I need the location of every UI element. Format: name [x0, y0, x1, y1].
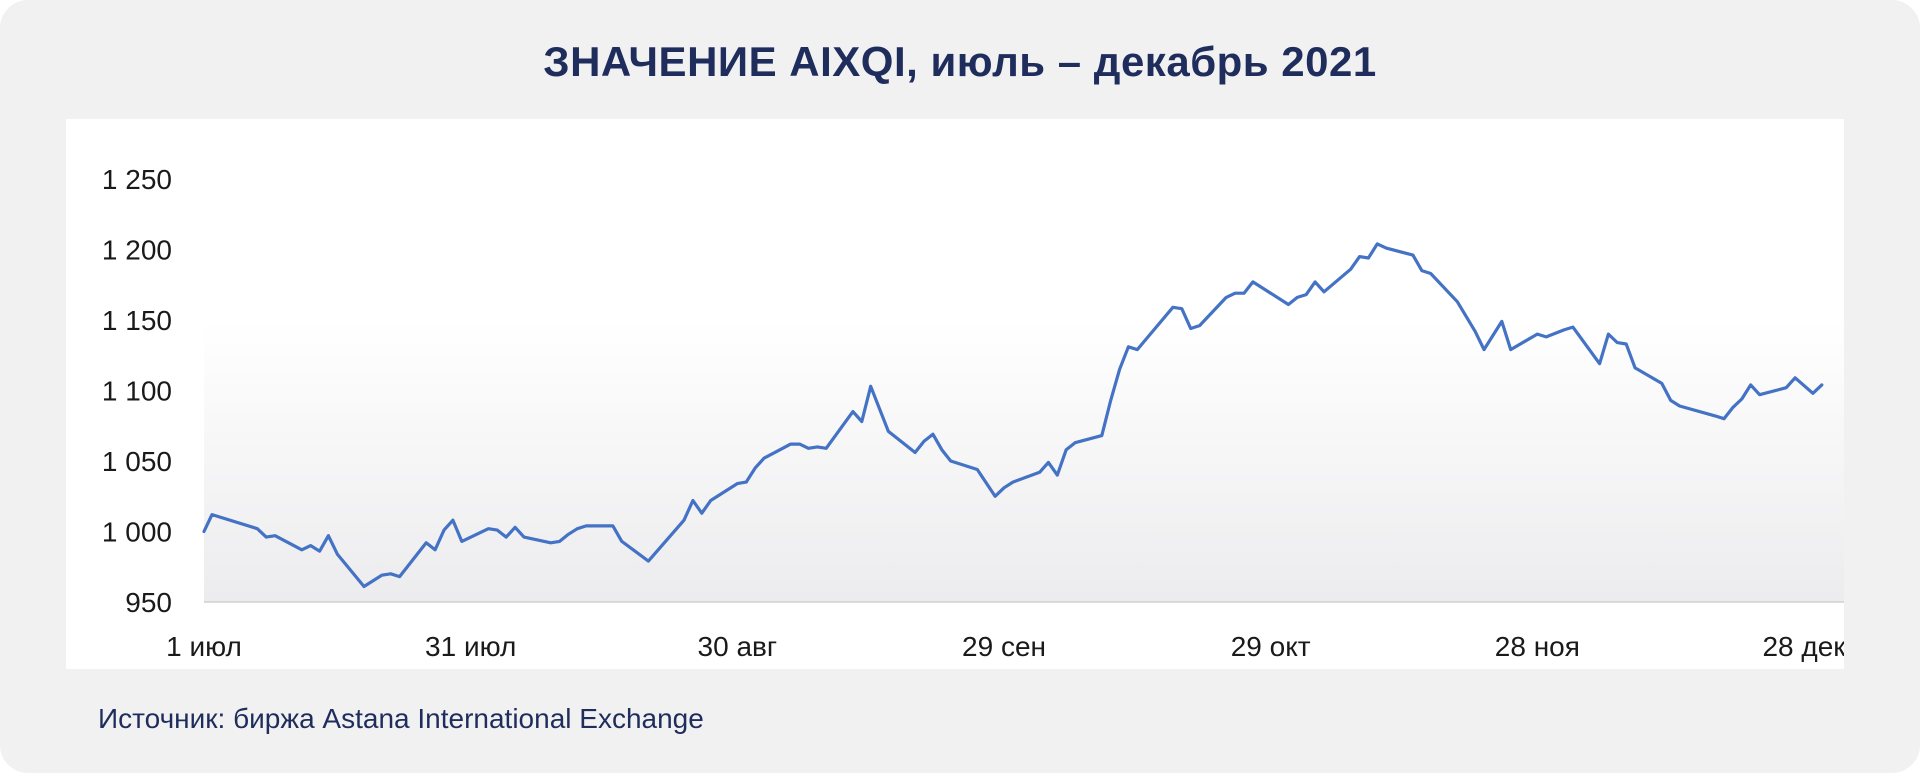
y-tick-label: 1 150	[102, 305, 172, 336]
x-tick-labels: 1 июл 31 июл 30 авг 29 сен 29 окт 28 ноя 28 де…	[166, 631, 1844, 662]
x-tick-label: 1 июл	[166, 631, 242, 662]
x-tick-label: 28 ноя	[1495, 631, 1580, 662]
x-tick-label: 30 авг	[698, 631, 778, 662]
y-tick-label: 950	[125, 587, 172, 618]
plot-area-background	[204, 320, 1844, 602]
x-tick-label: 31 июл	[425, 631, 516, 662]
x-tick-label: 28 дек	[1762, 631, 1844, 662]
y-tick-labels: 950 1 000 1 050 1 100 1 150 1 200 1 250	[102, 164, 172, 618]
series-line	[202, 242, 1824, 589]
x-tick-label: 29 окт	[1231, 631, 1311, 662]
y-tick-label: 1 200	[102, 235, 172, 266]
y-tick-label: 1 250	[102, 164, 172, 195]
series-group	[202, 242, 1824, 589]
y-tick-label: 1 100	[102, 376, 172, 407]
chart-title: ЗНАЧЕНИЕ AIXQI, июль – декабрь 2021	[543, 38, 1377, 85]
y-tick-label: 1 000	[102, 517, 172, 548]
plot-panel: 950 1 000 1 050 1 100 1 150 1 200 1 250 1 июл 3…	[66, 119, 1844, 669]
line-chart: 950 1 000 1 050 1 100 1 150 1 200 1 250 1 июл 3…	[102, 164, 1844, 662]
x-tick-label: 29 сен	[962, 631, 1046, 662]
source-note: Источник: биржа Astana International Exc…	[98, 703, 704, 734]
y-tick-label: 1 050	[102, 446, 172, 477]
